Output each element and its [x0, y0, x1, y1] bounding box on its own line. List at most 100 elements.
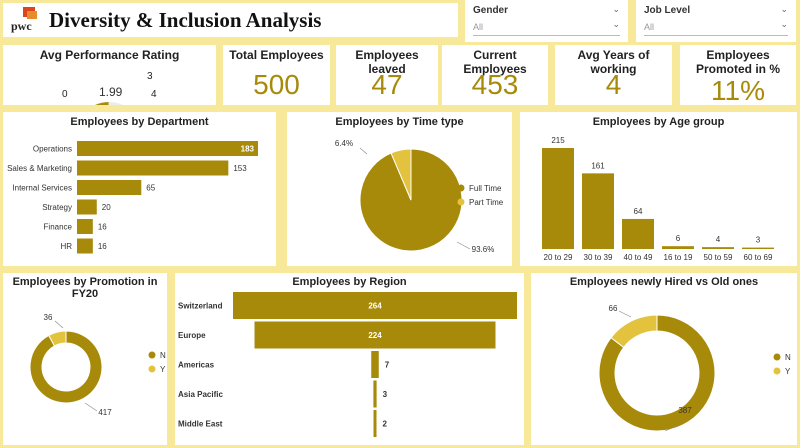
- chart-department-title: Employees by Department: [70, 116, 209, 128]
- funnel-value-asia-pacific: 3: [383, 390, 388, 399]
- bar-label-sales-marketing: Sales & Marketing: [7, 164, 72, 173]
- chart-time-type[interactable]: Employees by Time type 93.6% 6.4% Full Tim…: [287, 112, 512, 266]
- bar-label-internal-services: Internal Services: [12, 184, 72, 193]
- promotion-slice-y: [48, 330, 67, 347]
- gender-slicer-label: Gender: [473, 5, 509, 16]
- bar-label-operations: Operations: [33, 145, 72, 154]
- column-label-20-to-29: 20 to 29: [544, 253, 573, 262]
- hired-data-label-y: 66: [609, 304, 618, 313]
- region-funnel-chart: Switzerland 264 Europe 224 Americas 7 Asia Pac…: [178, 292, 517, 437]
- time-leader-full-time: [456, 241, 471, 250]
- gauge-min-label: 0: [62, 89, 68, 100]
- chart-promotion[interactable]: Employees by Promotion in FY20 417 36 N Y: [3, 273, 167, 445]
- gender-select[interactable]: All ⌄: [473, 19, 620, 36]
- funnel-bar-asia-pacific: [373, 380, 377, 408]
- gauge-track: [95, 102, 123, 105]
- kpi-years-title: Avg Years of working: [577, 48, 650, 76]
- time-legend-part-time: Part Time: [469, 198, 504, 207]
- chart-time-type-title: Employees by Time type: [335, 116, 464, 128]
- kpi-leaved-title: Employees leaved: [355, 48, 419, 76]
- column-label-40-to-49: 40 to 49: [624, 253, 653, 262]
- time-legend-marker-part-time: [457, 198, 465, 206]
- column-label-50-to-59: 50 to 59: [704, 253, 733, 262]
- kpi-promoted[interactable]: Employees Promoted in % 11%: [680, 45, 796, 106]
- column-value-30-to-39: 161: [591, 161, 605, 170]
- kpi-total-employees[interactable]: Total Employees 500: [223, 45, 330, 105]
- hired-legend-marker-y: [773, 367, 781, 375]
- promotion-donut-chart: 417 36 NY: [29, 313, 166, 417]
- bar-value-finance: 16: [98, 223, 107, 232]
- column-value-20-to-29: 215: [551, 136, 565, 145]
- bar-sales-marketing: [77, 160, 229, 176]
- column-value-60-to-69: 3: [756, 236, 761, 245]
- chart-age-title: Employees by Age group: [592, 116, 725, 128]
- time-data-label-full-time: 93.6%: [472, 245, 495, 254]
- column-value-50-to-59: 4: [716, 235, 721, 244]
- job-level-slicer[interactable]: Job Level ⌄ All ⌄: [636, 0, 796, 42]
- time-type-pie-chart: 93.6% 6.4% Full Time Part Time: [335, 139, 504, 254]
- bar-label-hr: HR: [60, 242, 72, 251]
- promotion-data-label-y: 36: [44, 313, 53, 322]
- page-title: Diversity & Inclusion Analysis: [49, 8, 322, 32]
- promotion-slice-n: [29, 330, 103, 404]
- column-60-to-69: [742, 247, 774, 249]
- chart-hired[interactable]: Employees newly Hired vs Old ones 387 66 N…: [531, 273, 797, 445]
- chart-department[interactable]: Employees by Department Operations 183 Sal…: [3, 112, 276, 266]
- chevron-down-icon[interactable]: ⌄: [612, 4, 620, 14]
- pwc-logo: pwc: [9, 7, 39, 33]
- kpi-promoted-title: Employees Promoted in %: [695, 48, 780, 76]
- kpi-current-value: 453: [471, 69, 519, 100]
- job-level-slicer-label: Job Level: [644, 5, 691, 16]
- promotion-data-label-n: 417: [98, 408, 112, 417]
- kpi-total-value: 500: [253, 69, 300, 100]
- chevron-down-icon[interactable]: ⌄: [780, 19, 788, 29]
- chart-promotion-title: Employees by Promotion in FY20: [12, 276, 158, 300]
- header-card: pwc Diversity & Inclusion Analysis: [3, 3, 458, 37]
- hired-leader-n: [664, 424, 680, 432]
- kpi-promoted-value: 11%: [711, 75, 765, 106]
- hired-leader-y: [618, 310, 632, 318]
- hired-slice-y: [610, 314, 658, 349]
- hired-legend-n: N: [785, 353, 791, 362]
- column-label-16-to-19: 16 to 19: [664, 253, 693, 262]
- bar-hr: [77, 238, 93, 254]
- kpi-total-title: Total Employees: [229, 48, 324, 62]
- kpi-avg-years[interactable]: Avg Years of working 4: [555, 45, 672, 105]
- bar-value-hr: 16: [98, 242, 107, 251]
- age-group-column-chart: 215 20 to 29 161 30 to 39 64 40 to 49 6 16 to 1…: [542, 136, 774, 262]
- column-label-30-to-39: 30 to 39: [584, 253, 613, 262]
- bar-operations: [77, 141, 258, 156]
- chart-region[interactable]: Employees by Region Switzerland 264 Europe…: [175, 273, 524, 445]
- kpi-current-title: Current Employees: [463, 48, 527, 76]
- kpi-employees-leaved[interactable]: Employees leaved 47: [336, 45, 438, 105]
- time-legend-full-time: Full Time: [469, 184, 502, 193]
- job-level-select[interactable]: All ⌄: [644, 19, 788, 36]
- column-label-60-to-69: 60 to 69: [744, 253, 773, 262]
- bar-internal-services: [77, 180, 142, 195]
- column-20-to-29: [542, 148, 574, 249]
- chart-hired-title: Employees newly Hired vs Old ones: [569, 276, 759, 288]
- gauge-fill: [95, 102, 109, 105]
- bar-label-finance: Finance: [44, 223, 73, 232]
- gender-slicer[interactable]: Gender ⌄ All ⌄: [465, 0, 628, 42]
- promotion-leader-n: [84, 402, 98, 412]
- funnel-label-americas: Americas: [178, 361, 215, 370]
- hired-slice-n: [598, 314, 716, 432]
- funnel-value-switzerland: 264: [368, 302, 382, 311]
- funnel-label-switzerland: Switzerland: [178, 302, 223, 311]
- kpi-avg-rating-title: Avg Performance Rating: [39, 48, 180, 62]
- time-legend-marker-full-time: [457, 184, 465, 192]
- hired-data-label-n: 387: [678, 406, 692, 415]
- funnel-value-middle-east: 2: [383, 420, 388, 429]
- chart-age-group[interactable]: Employees by Age group 215 20 to 29 161 30 …: [520, 112, 797, 266]
- chevron-down-icon[interactable]: ⌄: [612, 19, 620, 29]
- column-value-40-to-49: 64: [634, 207, 643, 216]
- promotion-leader-y: [54, 320, 64, 329]
- pwc-logo-text: pwc: [11, 19, 32, 33]
- promotion-legend-marker-y: [148, 365, 156, 373]
- kpi-current-employees[interactable]: Current Employees 453: [442, 45, 548, 105]
- chevron-down-icon[interactable]: ⌄: [780, 4, 788, 14]
- funnel-bar-americas: [371, 351, 379, 378]
- kpi-avg-rating[interactable]: Avg Performance Rating 0 1.99 3 4: [3, 45, 216, 105]
- column-30-to-39: [582, 173, 614, 249]
